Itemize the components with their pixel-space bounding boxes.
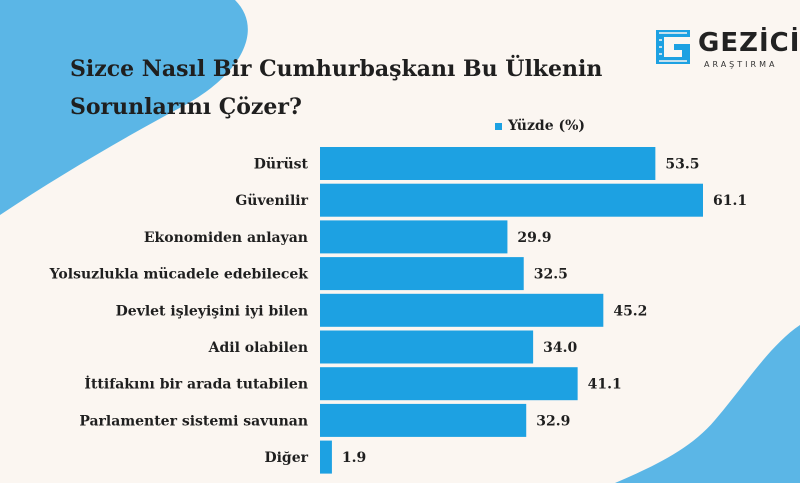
category-label-8: Diğer [264,450,308,466]
bar-7 [320,403,527,437]
bar-6 [320,367,578,401]
bar-0 [320,147,656,180]
category-label-2: Ekonomiden anlayan [144,230,308,246]
value-label-3: 32.5 [534,267,568,283]
chart-title-line-1: Sizce Nasıl Bir Cumhurbaşkanı Bu Ülkenin [70,56,603,82]
value-label-0: 53.5 [665,157,699,173]
chart-legend: Yüzde (%) [495,118,585,134]
bar-8 [320,440,332,474]
legend-label: Yüzde (%) [508,118,586,134]
value-label-6: 41.1 [588,377,622,393]
category-label-1: Güvenilir [235,193,308,209]
bottom-right-blob [615,325,800,483]
legend-swatch [495,122,502,130]
value-label-4: 45.2 [613,303,647,319]
bar-3 [320,257,524,291]
logo-subtitle: ARAŞTIRMA [704,60,778,69]
value-label-7: 32.9 [536,413,570,429]
logo-name: GEZİCİ [698,28,800,58]
category-label-0: Dürüst [254,157,309,173]
category-label-6: İttifakını bir arada tutabilen [84,374,308,393]
chart-title: Sizce Nasıl Bir Cumhurbaşkanı Bu Ülkenin… [70,50,630,126]
bar-4 [320,293,604,327]
gezici-logo: GEZİCİ ARAŞTIRMA [652,26,800,76]
bar-1 [320,183,703,217]
value-label-8: 1.9 [342,450,366,466]
value-label-1: 61.1 [713,193,747,209]
category-label-7: Parlamenter sistemi savunan [79,413,308,429]
value-label-2: 29.9 [517,230,551,246]
bar-2 [320,220,508,254]
chart-title-line-2: Sorunlarını Çözer? [70,94,302,120]
gezici-logo-mark [656,30,690,64]
category-label-4: Devlet işleyişini iyi bilen [116,303,308,319]
top-left-blob [0,0,248,215]
category-label-5: Adil olabilen [208,340,308,356]
bar-5 [320,330,534,364]
value-label-5: 34.0 [543,340,577,356]
category-label-3: Yolsuzlukla mücadele edebilecek [49,267,309,283]
